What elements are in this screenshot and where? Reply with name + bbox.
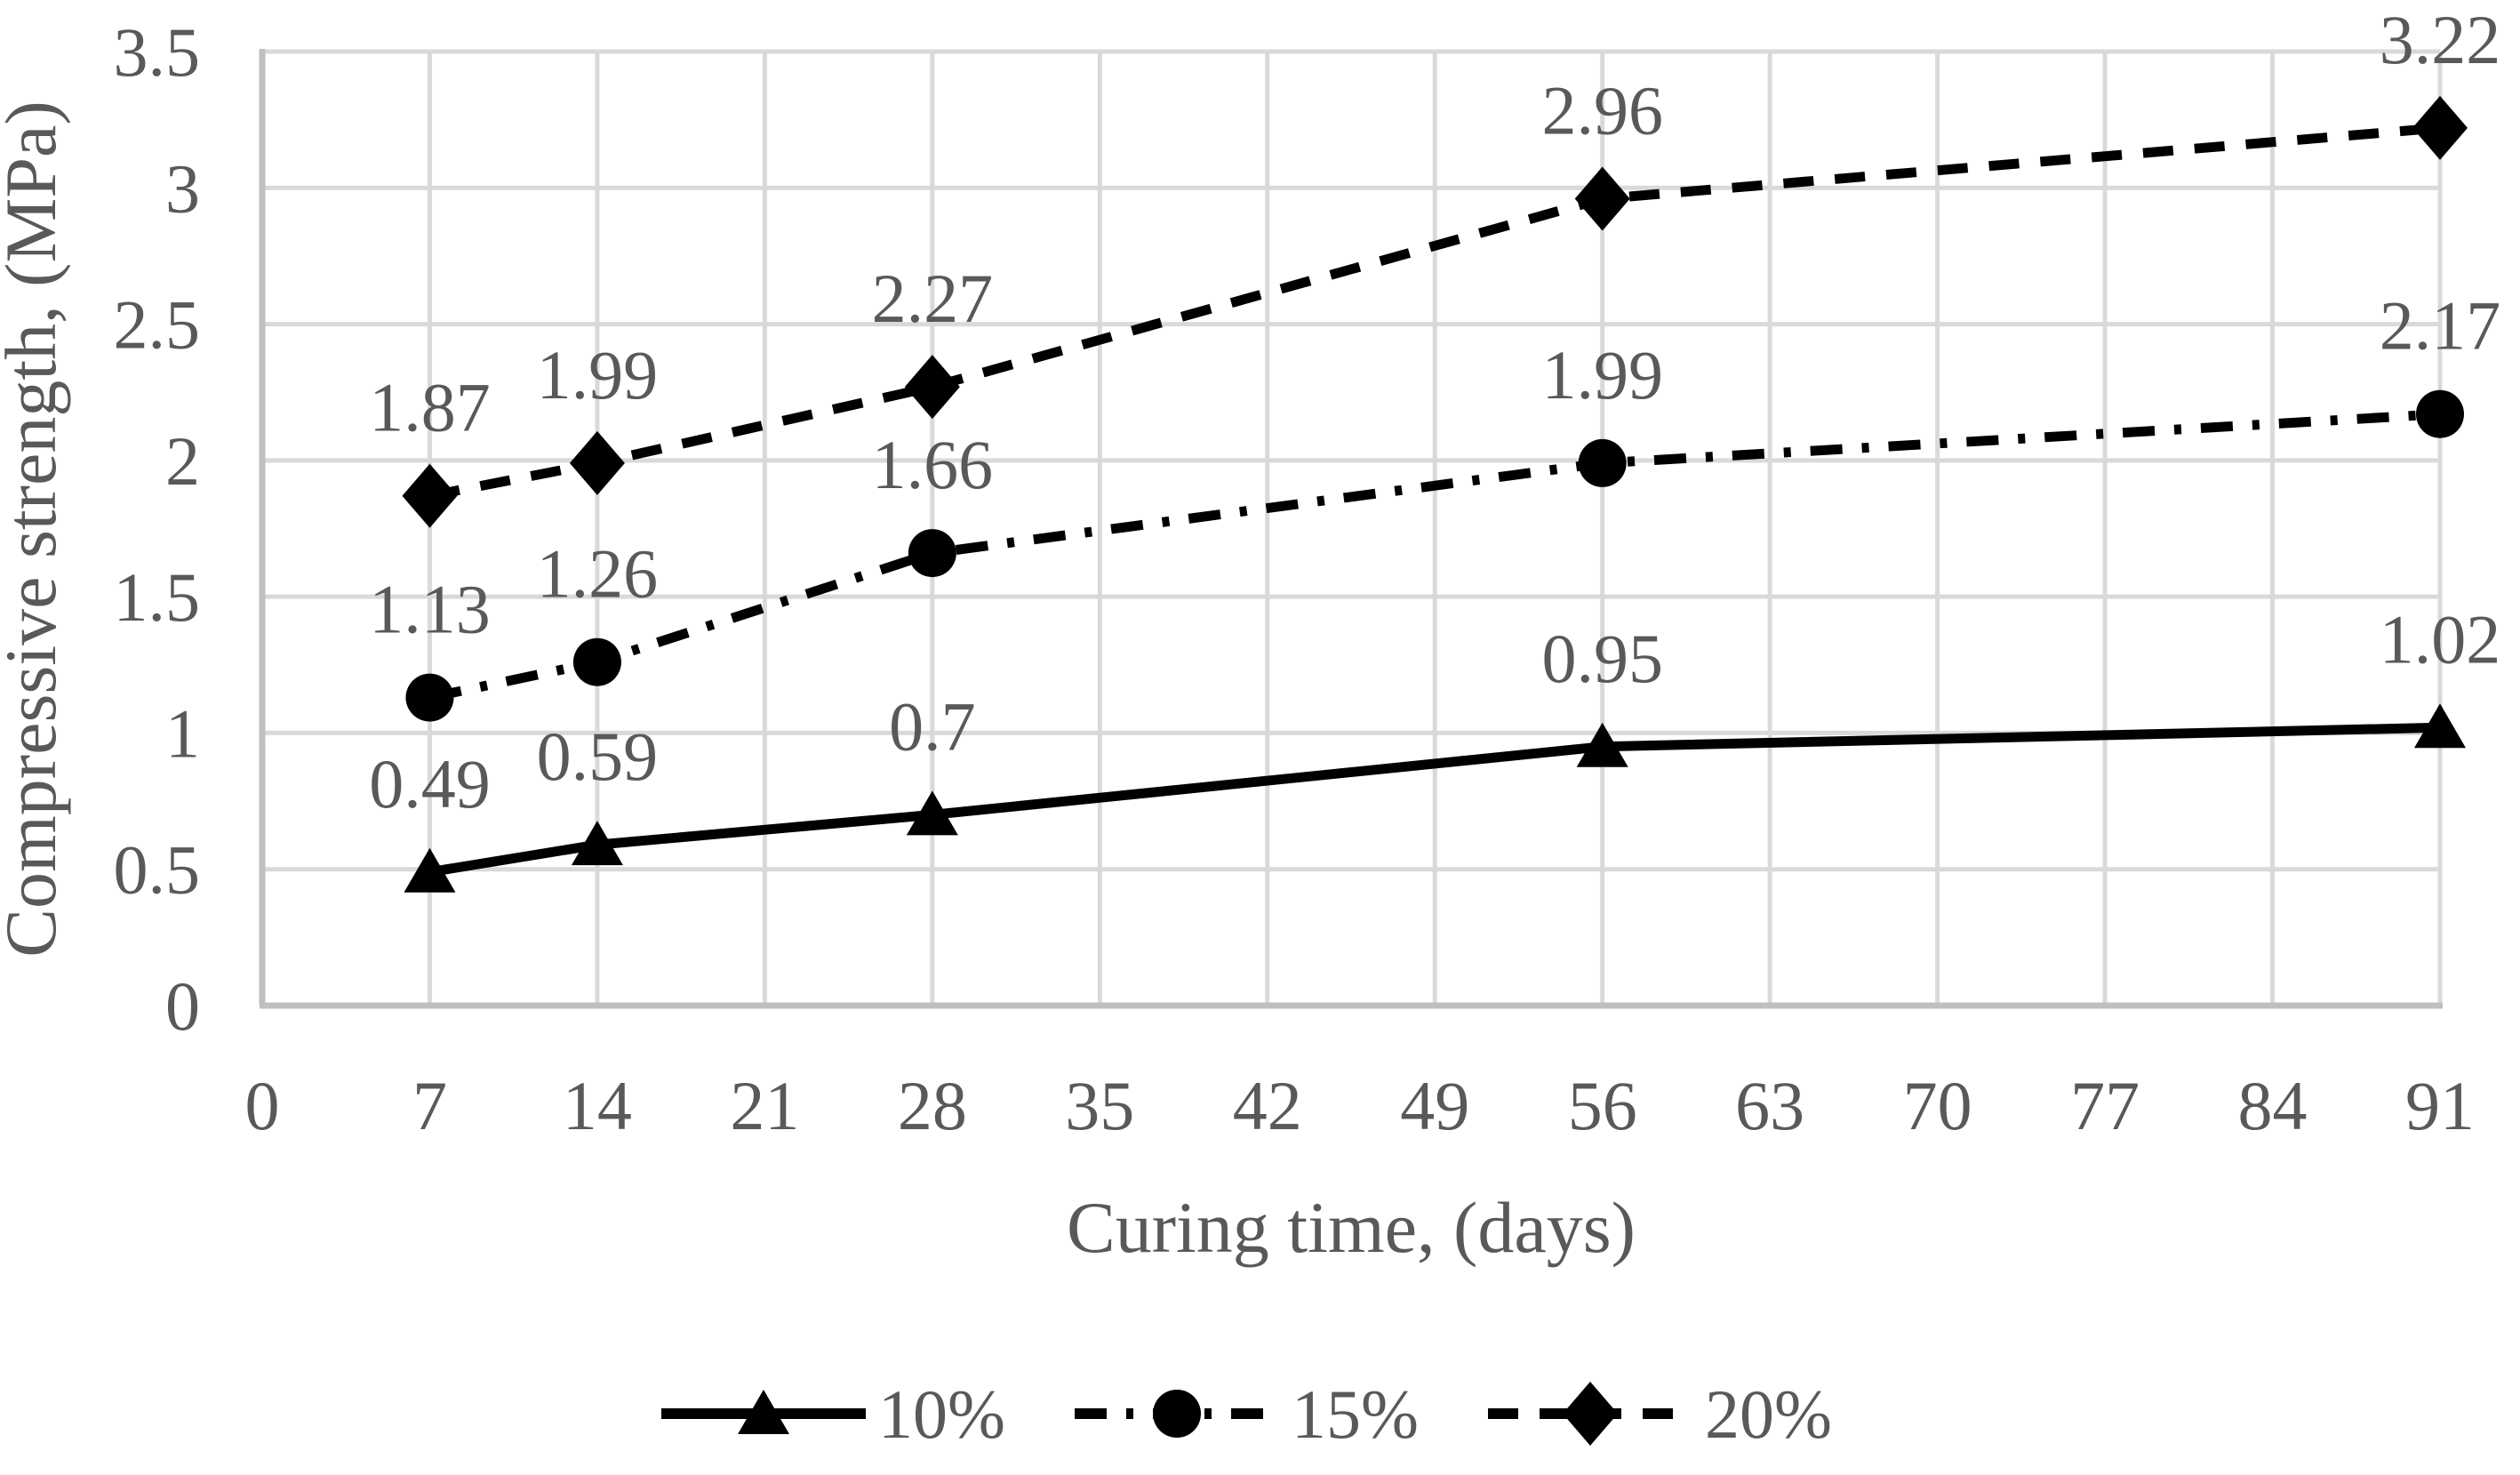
x-axis-title: Curing time, (days)	[1067, 1187, 1636, 1268]
x-tick-label: 49	[1400, 1067, 1469, 1144]
data-label: 0.7	[889, 687, 976, 765]
diamond-marker	[2412, 95, 2468, 160]
x-tick-label: 14	[563, 1067, 632, 1144]
data-label: 0.49	[369, 745, 491, 822]
legend-item-15%: 15%	[1075, 1375, 1419, 1453]
diamond-marker	[569, 430, 625, 495]
data-label: 2.17	[2380, 287, 2501, 365]
legend-label: 15%	[1292, 1375, 1419, 1453]
legend-item-10%: 10%	[661, 1375, 1005, 1453]
data-label: 1.87	[369, 369, 491, 446]
y-tick-label: 0.5	[114, 831, 201, 909]
triangle-marker	[571, 821, 623, 866]
circle-marker	[1578, 438, 1627, 487]
data-label: 1.02	[2380, 600, 2501, 677]
data-label: 0.59	[537, 717, 659, 795]
triangle-marker	[906, 790, 958, 836]
legend-item-20%: 20%	[1488, 1375, 1832, 1453]
x-tick-label: 0	[245, 1067, 280, 1144]
circle-marker	[908, 529, 956, 578]
x-tick-label: 28	[898, 1067, 967, 1144]
axes	[259, 49, 2443, 1009]
circle-marker	[405, 673, 454, 722]
legend-label: 10%	[878, 1375, 1005, 1453]
diamond-marker	[402, 463, 458, 528]
y-tick-label: 2	[165, 422, 200, 500]
y-tick-label: 1	[165, 694, 200, 772]
data-label: 0.95	[1541, 620, 1663, 697]
y-tick-label: 2.5	[114, 286, 201, 364]
data-label: 2.27	[872, 260, 994, 337]
x-tick-label: 35	[1065, 1067, 1134, 1144]
triangle-marker	[738, 1390, 789, 1434]
x-tick-label: 63	[1735, 1067, 1804, 1144]
data-label: 1.66	[872, 426, 994, 503]
circle-marker	[1153, 1390, 1201, 1438]
data-label: 1.99	[537, 336, 659, 413]
data-series	[402, 95, 2468, 893]
triangle-marker	[1576, 722, 1628, 767]
y-axis-title: Compressive strength, (MPa)	[0, 100, 71, 957]
x-tick-label: 91	[2405, 1067, 2475, 1144]
data-label: 3.22	[2380, 1, 2501, 78]
triangle-marker	[404, 847, 456, 893]
legend-label: 20%	[1705, 1375, 1832, 1453]
x-tick-label: 56	[1568, 1067, 1637, 1144]
y-tick-label: 0	[165, 967, 200, 1045]
y-tick-label: 1.5	[114, 558, 201, 636]
y-tick-label: 3	[165, 149, 200, 227]
gridlines	[262, 49, 2443, 1006]
x-tick-label: 77	[2070, 1067, 2140, 1144]
diamond-marker	[904, 355, 960, 420]
data-label: 1.26	[537, 535, 659, 613]
x-tick-label: 7	[412, 1067, 447, 1144]
circle-marker	[572, 637, 621, 686]
circle-marker	[2416, 389, 2464, 438]
data-label: 2.96	[1541, 72, 1663, 149]
data-labels: 0.49 0.59 0.7 0.95 1.02 1.13 1.26 1.66 1.99 2.17 1…	[369, 1, 2500, 822]
diamond-marker	[1574, 166, 1630, 231]
data-label: 1.99	[1541, 336, 1663, 413]
x-tick-label: 84	[2238, 1067, 2308, 1144]
series-line-20%	[428, 123, 2441, 501]
legend: 10% 15% 20%	[661, 1375, 1832, 1453]
x-tick-label: 21	[730, 1067, 799, 1144]
tick-labels: 0 0.5 1 1.5 2 2.5 3 3.5 0 7 14 21 28 35 42 49 56 63 70 77 84…	[114, 13, 2476, 1144]
y-tick-label: 3.5	[114, 13, 201, 91]
x-tick-label: 70	[1903, 1067, 1972, 1144]
diamond-marker	[1563, 1382, 1618, 1446]
x-tick-label: 42	[1233, 1067, 1302, 1144]
triangle-marker	[2414, 703, 2466, 749]
data-label: 1.13	[369, 571, 491, 648]
